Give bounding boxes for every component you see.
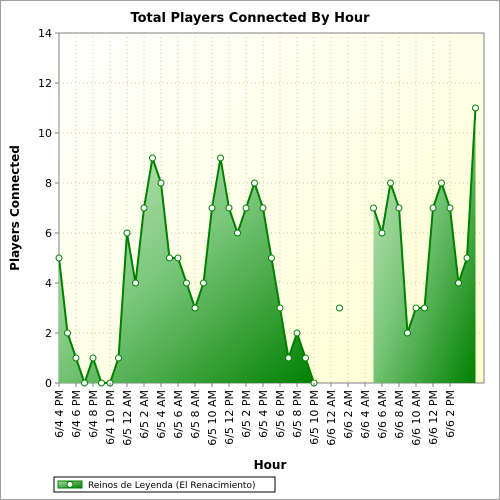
y-tick-label: 8 bbox=[45, 177, 52, 190]
data-point bbox=[149, 154, 156, 162]
x-tick-label: 6/6 12 AM bbox=[325, 390, 338, 446]
x-tick-label: 6/6 2 AM bbox=[342, 390, 355, 439]
series-area bbox=[59, 158, 314, 383]
legend: Reinos de Leyenda (El Renacimiento) bbox=[53, 476, 276, 493]
data-point bbox=[455, 279, 462, 287]
data-point bbox=[429, 204, 437, 212]
x-tick-label: 6/6 10 AM bbox=[410, 390, 423, 446]
data-point bbox=[285, 354, 292, 362]
legend-box bbox=[53, 476, 276, 493]
data-point bbox=[132, 279, 139, 287]
x-tick-label: 6/5 10 AM bbox=[206, 390, 219, 446]
data-point bbox=[438, 179, 445, 187]
data-point bbox=[302, 354, 309, 362]
x-tick-label: 6/5 6 AM bbox=[172, 390, 185, 439]
x-axis-ticks: 6/4 4 PM 6/4 6 PM 6/4 8 PM 6/4 10 PM 6/5 12 … bbox=[53, 383, 457, 446]
data-point bbox=[293, 329, 301, 337]
data-point bbox=[166, 254, 173, 262]
data-point bbox=[370, 204, 377, 212]
data-point bbox=[395, 204, 403, 212]
x-tick-label: 6/4 8 PM bbox=[87, 390, 100, 438]
data-point bbox=[183, 279, 190, 287]
data-point bbox=[174, 254, 182, 262]
data-point bbox=[259, 204, 267, 212]
series-area-layer bbox=[55, 104, 479, 387]
y-axis-title: Players Connected bbox=[8, 145, 22, 271]
x-tick-label: 6/6 4 AM bbox=[359, 390, 372, 439]
data-point bbox=[225, 204, 233, 212]
x-tick-label: 6/5 4 PM bbox=[257, 390, 270, 438]
data-point bbox=[234, 229, 241, 237]
y-tick-label: 12 bbox=[38, 77, 52, 90]
data-point bbox=[55, 254, 63, 262]
x-tick-label: 6/5 12 PM bbox=[223, 390, 236, 445]
y-tick-label: 14 bbox=[38, 27, 52, 40]
data-point bbox=[378, 229, 386, 237]
data-point bbox=[242, 204, 250, 212]
data-point bbox=[446, 204, 454, 212]
data-point bbox=[387, 179, 394, 187]
x-tick-label: 6/5 2 AM bbox=[138, 390, 151, 439]
y-tick-label: 6 bbox=[45, 227, 52, 240]
legend-label: Reinos de Leyenda (El Renacimiento) bbox=[88, 481, 255, 491]
data-point bbox=[217, 154, 224, 162]
x-tick-label: 6/6 8 AM bbox=[393, 390, 406, 439]
data-point bbox=[123, 229, 131, 237]
x-axis-title: Hour bbox=[254, 458, 287, 472]
data-point bbox=[64, 329, 71, 337]
data-point bbox=[191, 304, 199, 312]
x-tick-label: 6/5 2 PM bbox=[240, 390, 253, 438]
x-tick-label: 6/5 6 PM bbox=[274, 390, 287, 438]
series-area bbox=[373, 108, 476, 383]
x-tick-label: 6/5 8 AM bbox=[189, 390, 202, 439]
x-tick-label: 6/5 8 PM bbox=[291, 390, 304, 438]
data-point bbox=[463, 254, 471, 262]
data-point bbox=[140, 204, 148, 212]
data-point bbox=[268, 254, 275, 262]
data-point bbox=[157, 179, 165, 187]
data-point bbox=[276, 304, 284, 312]
data-point bbox=[115, 354, 122, 362]
x-tick-label: 6/4 6 PM bbox=[70, 390, 83, 438]
data-point bbox=[472, 104, 479, 112]
y-tick-label: 0 bbox=[45, 377, 52, 390]
data-point bbox=[81, 379, 88, 387]
x-tick-label: 6/5 10 PM bbox=[308, 390, 321, 445]
data-point bbox=[72, 354, 80, 362]
data-point bbox=[208, 204, 216, 212]
data-point bbox=[98, 379, 105, 387]
x-tick-label: 6/6 2 PM bbox=[444, 390, 457, 438]
y-tick-label: 4 bbox=[45, 277, 52, 290]
x-tick-label: 6/6 12 PM bbox=[427, 390, 440, 445]
x-tick-label: 6/4 10 PM bbox=[104, 390, 117, 445]
x-tick-label: 6/5 4 AM bbox=[155, 390, 168, 439]
data-point bbox=[200, 279, 207, 287]
x-tick-label: 6/6 6 AM bbox=[376, 390, 389, 439]
y-tick-label: 2 bbox=[45, 327, 52, 340]
data-point bbox=[89, 354, 97, 362]
data-point bbox=[421, 304, 428, 312]
data-point bbox=[412, 304, 420, 312]
x-tick-label: 6/5 12 AM bbox=[121, 390, 134, 446]
legend-marker bbox=[66, 481, 74, 488]
y-axis-ticks: 0 2 4 6 8 10 12 14 bbox=[38, 27, 59, 390]
y-tick-label: 10 bbox=[38, 127, 52, 140]
data-point bbox=[404, 329, 411, 337]
data-point bbox=[336, 304, 343, 312]
data-point bbox=[251, 179, 258, 187]
x-tick-label: 6/4 4 PM bbox=[53, 390, 66, 438]
chart-title: Total Players Connected By Hour bbox=[130, 11, 370, 26]
